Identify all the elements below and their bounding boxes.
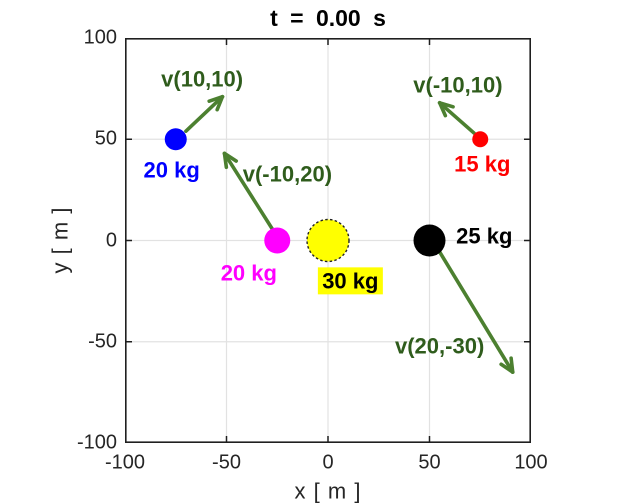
mass-label-magenta: 20 kg (220, 260, 277, 286)
particle-yellow-dot (306, 218, 350, 263)
mass-label-blue: 20 kg (143, 156, 200, 182)
y-tick-label-50: 50 (94, 127, 117, 150)
velocity-label-blue: v(10,10) (161, 65, 244, 91)
particle-blue-dot (164, 128, 187, 151)
particle-red-dot (472, 131, 489, 148)
plot-title: t = 0.00 s (270, 4, 386, 31)
velocity-arrowhead-black (509, 356, 515, 374)
velocity-arrowhead-blue (207, 94, 225, 104)
velocity-arrow-black (435, 246, 515, 374)
y-tick-label-100: 100 (83, 26, 117, 49)
velocity-arrow-red (437, 101, 476, 135)
velocity-label-black: v(20,-30) (395, 333, 485, 359)
y-tick-label--50: -50 (88, 330, 117, 353)
x-tick-label--50: -50 (212, 451, 241, 474)
x-axis-label: x [ m ] (294, 478, 362, 504)
y-tick-label--100: -100 (76, 431, 117, 454)
velocity-label-red: v(-10,10) (413, 71, 503, 97)
velocity-arrowhead-magenta (222, 151, 229, 170)
x-tick-label-50: 50 (418, 451, 441, 474)
axes-box (125, 38, 531, 443)
x-tick-label--100: -100 (104, 451, 146, 474)
x-tick-label-0: 0 (322, 451, 334, 474)
mass-label-yellow: 30 kg (318, 267, 383, 295)
x-tick-label-100: 100 (514, 451, 548, 474)
mass-label-black: 25 kg (456, 223, 513, 249)
y-axis-label: y [ m ] (47, 206, 73, 274)
velocity-arrowhead-red (437, 101, 448, 118)
plot-svg (125, 38, 531, 443)
y-tick-label-0: 0 (105, 229, 117, 251)
plot-area (125, 38, 531, 443)
velocity-arrow-blue (184, 94, 225, 133)
mass-label-red: 15 kg (454, 150, 511, 176)
velocity-arrow-magenta (222, 151, 275, 233)
particle-black-dot (413, 224, 446, 257)
particle-magenta-dot (264, 227, 291, 254)
velocity-label-magenta: v(-10,20) (242, 161, 333, 187)
